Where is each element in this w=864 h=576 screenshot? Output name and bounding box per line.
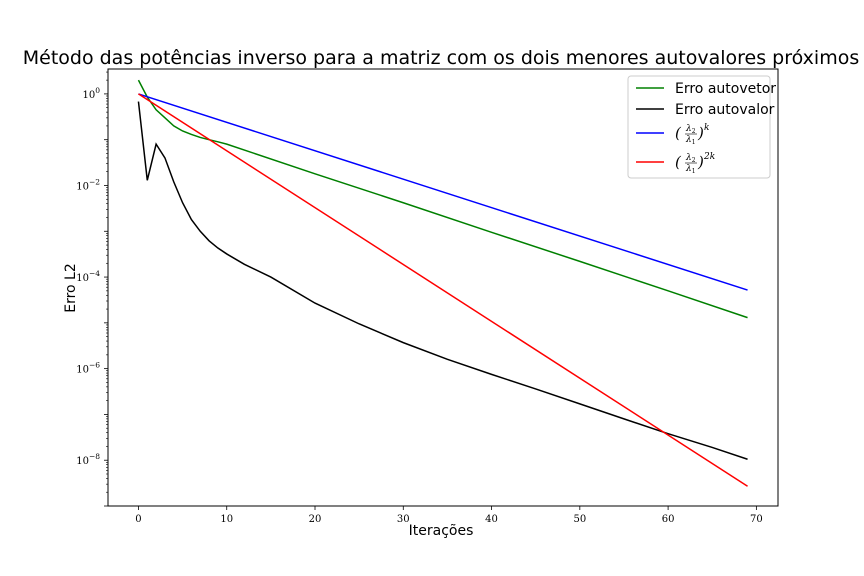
series-layer bbox=[137, 79, 748, 487]
svg-text:λ2: λ2 bbox=[685, 124, 696, 135]
legend-label-1: Erro autovalor bbox=[675, 102, 775, 118]
x-tick-label-0: 0 bbox=[135, 514, 141, 525]
svg-text:2k: 2k bbox=[703, 152, 715, 162]
y-tick-label-1: 10−2 bbox=[76, 177, 100, 192]
y-tick-label-4: 10−8 bbox=[76, 452, 100, 467]
series-line-2 bbox=[138, 93, 748, 291]
x-tick-label-4: 40 bbox=[485, 514, 498, 525]
y-tick-label-3: 10−6 bbox=[76, 361, 100, 376]
x-tick-label-7: 70 bbox=[750, 514, 763, 525]
y-tick-label-0: 100 bbox=[82, 86, 100, 101]
chart-title: Método das potências inverso para a matr… bbox=[23, 47, 860, 69]
series-line-1 bbox=[137, 101, 748, 460]
svg-text:k: k bbox=[704, 123, 709, 133]
x-tick-label-1: 10 bbox=[220, 514, 233, 525]
y-axis-label: Erro L2 bbox=[63, 263, 79, 313]
svg-text:λ1: λ1 bbox=[685, 135, 696, 146]
x-tick-label-2: 20 bbox=[309, 514, 322, 525]
legend-frame bbox=[627, 75, 771, 179]
svg-text:(: ( bbox=[675, 153, 682, 171]
legend-label-0: Erro autovetor bbox=[675, 81, 776, 97]
x-tick-label-5: 50 bbox=[573, 514, 586, 525]
svg-text:λ1: λ1 bbox=[685, 164, 696, 175]
y-axis-ticks: 100 10−2 10−4 10−6 10−8 bbox=[76, 71, 108, 507]
x-tick-label-3: 30 bbox=[397, 514, 410, 525]
x-axis-label: Iterações bbox=[409, 523, 474, 539]
y-tick-label-2: 10−4 bbox=[76, 269, 100, 284]
svg-text:λ2: λ2 bbox=[685, 153, 696, 164]
x-tick-label-6: 60 bbox=[662, 514, 675, 525]
svg-text:(: ( bbox=[675, 124, 682, 142]
svg-text:): ) bbox=[697, 124, 704, 142]
svg-text:): ) bbox=[697, 153, 704, 171]
series-line-3 bbox=[138, 93, 748, 487]
x-axis-ticks: 0 10 20 30 40 50 60 70 bbox=[135, 506, 763, 525]
